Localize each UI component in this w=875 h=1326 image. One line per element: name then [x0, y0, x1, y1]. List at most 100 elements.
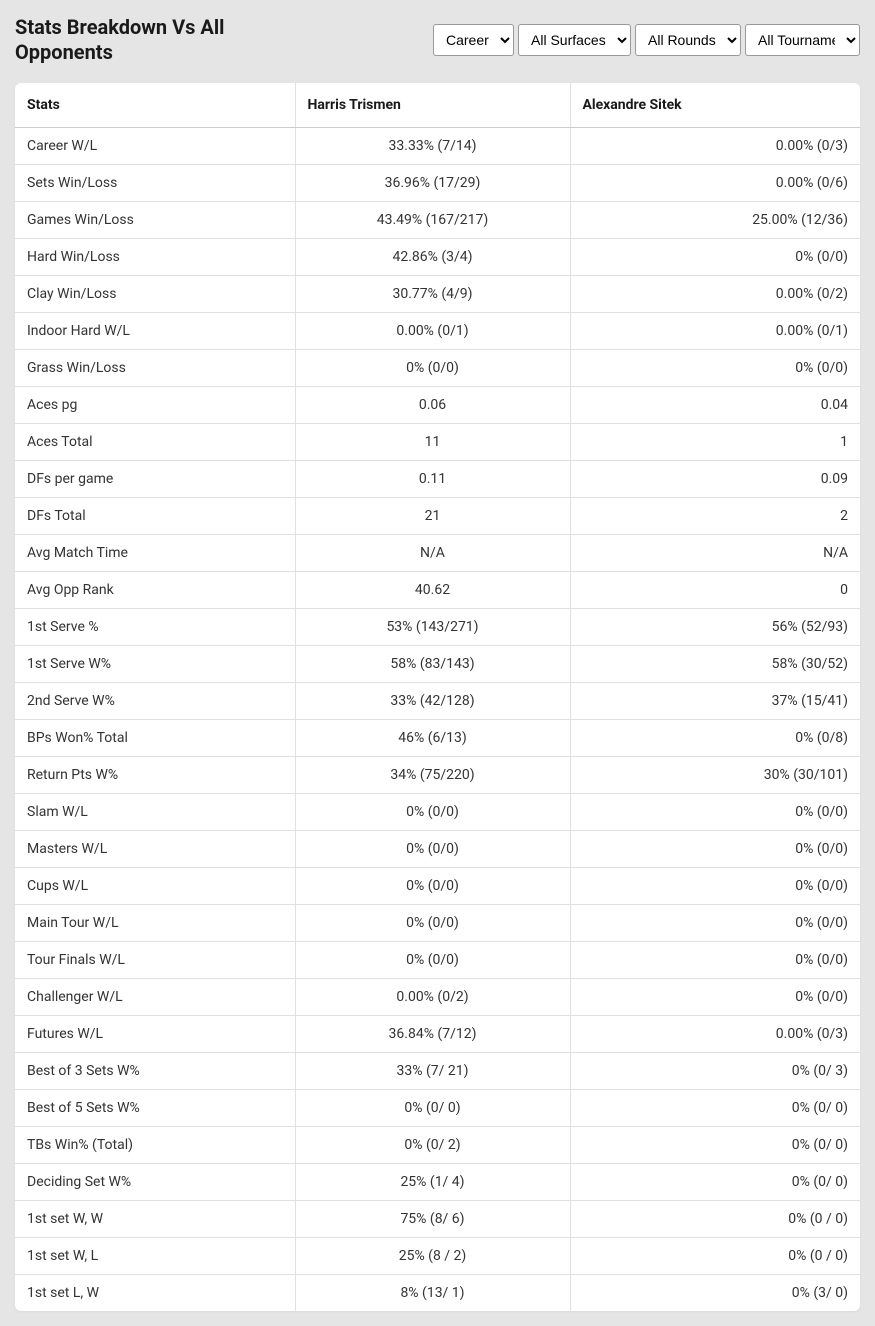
stat-value-player1: 8% (13/ 1): [295, 1275, 570, 1312]
stat-label: Games Win/Loss: [15, 202, 295, 239]
stats-table-container: Stats Harris Trismen Alexandre Sitek Car…: [15, 83, 860, 1311]
stat-value-player2: 0% (0/0): [570, 979, 860, 1016]
stat-value-player1: 34% (75/220): [295, 757, 570, 794]
stat-value-player1: 0% (0/ 0): [295, 1090, 570, 1127]
stat-value-player1: 25% (1/ 4): [295, 1164, 570, 1201]
stat-value-player2: 0% (0/0): [570, 794, 860, 831]
stat-label: 1st set L, W: [15, 1275, 295, 1312]
stat-label: Best of 3 Sets W%: [15, 1053, 295, 1090]
stat-value-player2: 0.04: [570, 387, 860, 424]
stat-label: Slam W/L: [15, 794, 295, 831]
table-row: 1st Serve W%58% (83/143)58% (30/52): [15, 646, 860, 683]
column-header-player1: Harris Trismen: [295, 83, 570, 128]
stat-value-player2: 0% (0/0): [570, 868, 860, 905]
stat-value-player2: 58% (30/52): [570, 646, 860, 683]
stat-label: Avg Match Time: [15, 535, 295, 572]
stat-value-player2: 0% (0/0): [570, 905, 860, 942]
stat-label: Tour Finals W/L: [15, 942, 295, 979]
filter-rounds[interactable]: All Rounds: [635, 24, 741, 56]
stat-value-player2: 0% (0/ 3): [570, 1053, 860, 1090]
stat-value-player1: 0% (0/0): [295, 831, 570, 868]
table-row: Clay Win/Loss30.77% (4/9)0.00% (0/2): [15, 276, 860, 313]
table-row: Aces Total111: [15, 424, 860, 461]
stat-value-player1: 40.62: [295, 572, 570, 609]
stat-value-player2: 0.00% (0/1): [570, 313, 860, 350]
table-row: Sets Win/Loss36.96% (17/29)0.00% (0/6): [15, 165, 860, 202]
table-row: Grass Win/Loss0% (0/0)0% (0/0): [15, 350, 860, 387]
stat-value-player2: 37% (15/41): [570, 683, 860, 720]
stat-value-player1: 42.86% (3/4): [295, 239, 570, 276]
stat-value-player2: 0% (0/ 0): [570, 1164, 860, 1201]
stat-value-player2: 1: [570, 424, 860, 461]
stat-value-player1: 58% (83/143): [295, 646, 570, 683]
stat-label: Best of 5 Sets W%: [15, 1090, 295, 1127]
stat-value-player1: 0% (0/0): [295, 942, 570, 979]
stat-value-player1: 0.00% (0/1): [295, 313, 570, 350]
stat-value-player2: 56% (52/93): [570, 609, 860, 646]
stat-value-player1: 53% (143/271): [295, 609, 570, 646]
table-row: Masters W/L0% (0/0)0% (0/0): [15, 831, 860, 868]
stat-value-player2: 0% (0/0): [570, 239, 860, 276]
stat-label: Avg Opp Rank: [15, 572, 295, 609]
filter-bar: Career All Surfaces All Rounds All Tourn…: [433, 24, 860, 56]
table-row: DFs per game0.110.09: [15, 461, 860, 498]
stat-label: DFs Total: [15, 498, 295, 535]
stat-value-player2: 0.00% (0/3): [570, 128, 860, 165]
stat-value-player2: 0% (0 / 0): [570, 1238, 860, 1275]
table-row: Return Pts W%34% (75/220)30% (30/101): [15, 757, 860, 794]
stat-label: Indoor Hard W/L: [15, 313, 295, 350]
stat-label: 1st set W, L: [15, 1238, 295, 1275]
stat-value-player2: 0.00% (0/2): [570, 276, 860, 313]
stat-value-player2: 30% (30/101): [570, 757, 860, 794]
table-row: Best of 5 Sets W%0% (0/ 0)0% (0/ 0): [15, 1090, 860, 1127]
stat-value-player1: 30.77% (4/9): [295, 276, 570, 313]
stat-label: 1st Serve W%: [15, 646, 295, 683]
table-row: TBs Win% (Total)0% (0/ 2)0% (0/ 0): [15, 1127, 860, 1164]
table-row: 1st set W, W75% (8/ 6)0% (0 / 0): [15, 1201, 860, 1238]
stat-value-player2: 0% (0/0): [570, 831, 860, 868]
stat-value-player2: 0% (0/0): [570, 942, 860, 979]
stat-label: 1st set W, W: [15, 1201, 295, 1238]
stat-value-player2: 0% (0 / 0): [570, 1201, 860, 1238]
stat-value-player1: 21: [295, 498, 570, 535]
table-row: Career W/L33.33% (7/14)0.00% (0/3): [15, 128, 860, 165]
table-row: Main Tour W/L0% (0/0)0% (0/0): [15, 905, 860, 942]
stat-label: Grass Win/Loss: [15, 350, 295, 387]
stat-value-player1: 33% (42/128): [295, 683, 570, 720]
filter-surface[interactable]: All Surfaces: [518, 24, 631, 56]
table-row: Deciding Set W%25% (1/ 4)0% (0/ 0): [15, 1164, 860, 1201]
stat-value-player2: 0% (0/0): [570, 350, 860, 387]
stat-value-player1: 0.00% (0/2): [295, 979, 570, 1016]
stat-value-player1: 33% (7/ 21): [295, 1053, 570, 1090]
stat-label: Aces pg: [15, 387, 295, 424]
stat-value-player2: 0.00% (0/3): [570, 1016, 860, 1053]
stat-value-player2: 0: [570, 572, 860, 609]
filter-period[interactable]: Career: [433, 24, 514, 56]
table-row: 2nd Serve W%33% (42/128)37% (15/41): [15, 683, 860, 720]
table-row: Futures W/L36.84% (7/12)0.00% (0/3): [15, 1016, 860, 1053]
table-row: Slam W/L0% (0/0)0% (0/0): [15, 794, 860, 831]
page-header: Stats Breakdown Vs All Opponents Career …: [0, 0, 875, 75]
stat-value-player1: 0% (0/0): [295, 905, 570, 942]
stat-label: Deciding Set W%: [15, 1164, 295, 1201]
stat-value-player1: 46% (6/13): [295, 720, 570, 757]
stat-label: Cups W/L: [15, 868, 295, 905]
stat-label: Career W/L: [15, 128, 295, 165]
stats-table: Stats Harris Trismen Alexandre Sitek Car…: [15, 83, 860, 1311]
stat-value-player1: 0% (0/0): [295, 868, 570, 905]
filter-tournaments[interactable]: All Tournaments: [745, 24, 860, 56]
stat-value-player1: 36.84% (7/12): [295, 1016, 570, 1053]
table-row: Tour Finals W/L0% (0/0)0% (0/0): [15, 942, 860, 979]
stat-label: Futures W/L: [15, 1016, 295, 1053]
stat-value-player2: 0% (0/8): [570, 720, 860, 757]
stat-label: Challenger W/L: [15, 979, 295, 1016]
table-row: BPs Won% Total46% (6/13)0% (0/8): [15, 720, 860, 757]
stat-value-player1: 0% (0/0): [295, 794, 570, 831]
stat-value-player1: 0.11: [295, 461, 570, 498]
stat-value-player2: 25.00% (12/36): [570, 202, 860, 239]
stat-label: BPs Won% Total: [15, 720, 295, 757]
stat-value-player1: 0.06: [295, 387, 570, 424]
stat-label: Main Tour W/L: [15, 905, 295, 942]
table-row: 1st set W, L25% (8 / 2)0% (0 / 0): [15, 1238, 860, 1275]
stat-label: DFs per game: [15, 461, 295, 498]
